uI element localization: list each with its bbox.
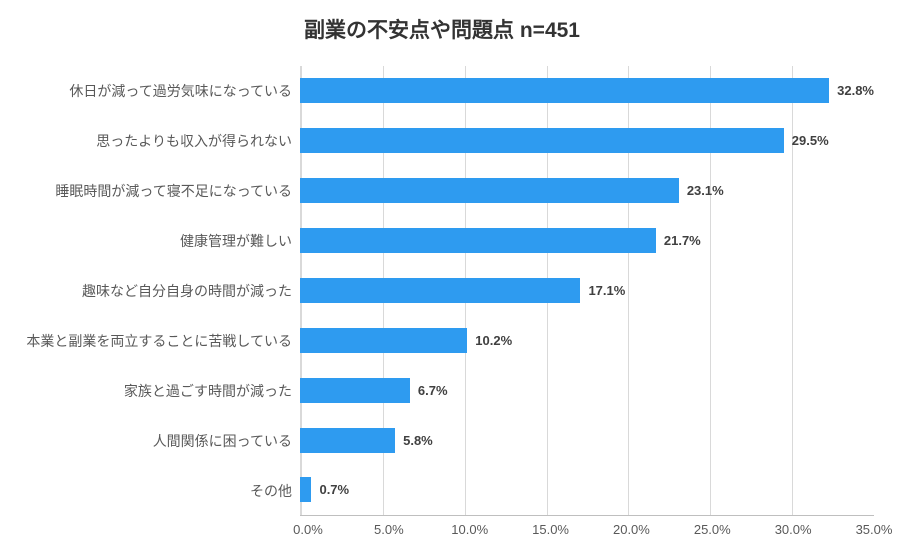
bar-value-label: 10.2% — [475, 333, 512, 348]
bar-row: 17.1% — [300, 278, 874, 303]
bar — [300, 78, 829, 103]
bar-value-label: 5.8% — [403, 433, 433, 448]
y-axis-label: 思ったよりも収入が得られない — [10, 131, 292, 151]
x-axis-ticks: 0.0%5.0%10.0%15.0%20.0%25.0%30.0%35.0% — [308, 522, 874, 542]
bar-value-label: 17.1% — [588, 283, 625, 298]
y-axis-label: 人間関係に困っている — [10, 431, 292, 451]
bar-value-label: 29.5% — [792, 133, 829, 148]
bar-row: 0.7% — [300, 477, 874, 502]
y-axis-label: 家族と過ごす時間が減った — [10, 381, 292, 401]
bar-row: 23.1% — [300, 178, 874, 203]
bar-value-label: 21.7% — [664, 233, 701, 248]
bar-value-label: 0.7% — [319, 482, 349, 497]
bar-row: 10.2% — [300, 328, 874, 353]
x-axis: 0.0%5.0%10.0%15.0%20.0%25.0%30.0%35.0% — [10, 522, 874, 542]
y-axis-label: その他 — [10, 481, 292, 501]
bars-region: 32.8% 29.5% 23.1% 21.7% 17.1% 10.2% 6.7% 5.8% 0.… — [300, 66, 874, 516]
x-axis-tick-label: 20.0% — [613, 522, 650, 537]
bar — [300, 378, 410, 403]
bar — [300, 128, 784, 153]
x-axis-tick-label: 0.0% — [293, 522, 323, 537]
x-axis-tick-label: 5.0% — [374, 522, 404, 537]
y-axis-label: 健康管理が難しい — [10, 231, 292, 251]
bar — [300, 178, 679, 203]
bar — [300, 278, 580, 303]
y-axis-label: 睡眠時間が減って寝不足になっている — [10, 181, 292, 201]
y-axis-label: 休日が減って過労気味になっている — [10, 81, 292, 101]
chart-container: 副業の不安点や問題点 n=451 休日が減って過労気味になっている思ったよりも収… — [0, 0, 904, 557]
x-axis-tick-label: 35.0% — [856, 522, 893, 537]
x-axis-tick-label: 30.0% — [775, 522, 812, 537]
bar-row: 29.5% — [300, 128, 874, 153]
bar — [300, 328, 467, 353]
plot-area: 休日が減って過労気味になっている思ったよりも収入が得られない睡眠時間が減って寝不… — [10, 66, 874, 516]
bar-value-label: 23.1% — [687, 183, 724, 198]
x-axis-tick-label: 25.0% — [694, 522, 731, 537]
y-axis-labels: 休日が減って過労気味になっている思ったよりも収入が得られない睡眠時間が減って寝不… — [10, 66, 300, 516]
bar — [300, 477, 311, 502]
y-axis-label: 趣味など自分自身の時間が減った — [10, 281, 292, 301]
bar — [300, 228, 656, 253]
chart-title: 副業の不安点や問題点 n=451 — [10, 14, 874, 44]
x-axis-spacer — [10, 522, 308, 542]
bar-row: 32.8% — [300, 78, 874, 103]
x-axis-tick-label: 15.0% — [532, 522, 569, 537]
bar-value-label: 6.7% — [418, 383, 448, 398]
bar — [300, 428, 395, 453]
bar-row: 5.8% — [300, 428, 874, 453]
bars: 32.8% 29.5% 23.1% 21.7% 17.1% 10.2% 6.7% 5.8% 0.… — [300, 66, 874, 515]
bar-row: 21.7% — [300, 228, 874, 253]
bar-value-label: 32.8% — [837, 83, 874, 98]
x-axis-tick-label: 10.0% — [451, 522, 488, 537]
y-axis-label: 本業と副業を両立することに苦戦している — [10, 331, 292, 351]
bar-row: 6.7% — [300, 378, 874, 403]
